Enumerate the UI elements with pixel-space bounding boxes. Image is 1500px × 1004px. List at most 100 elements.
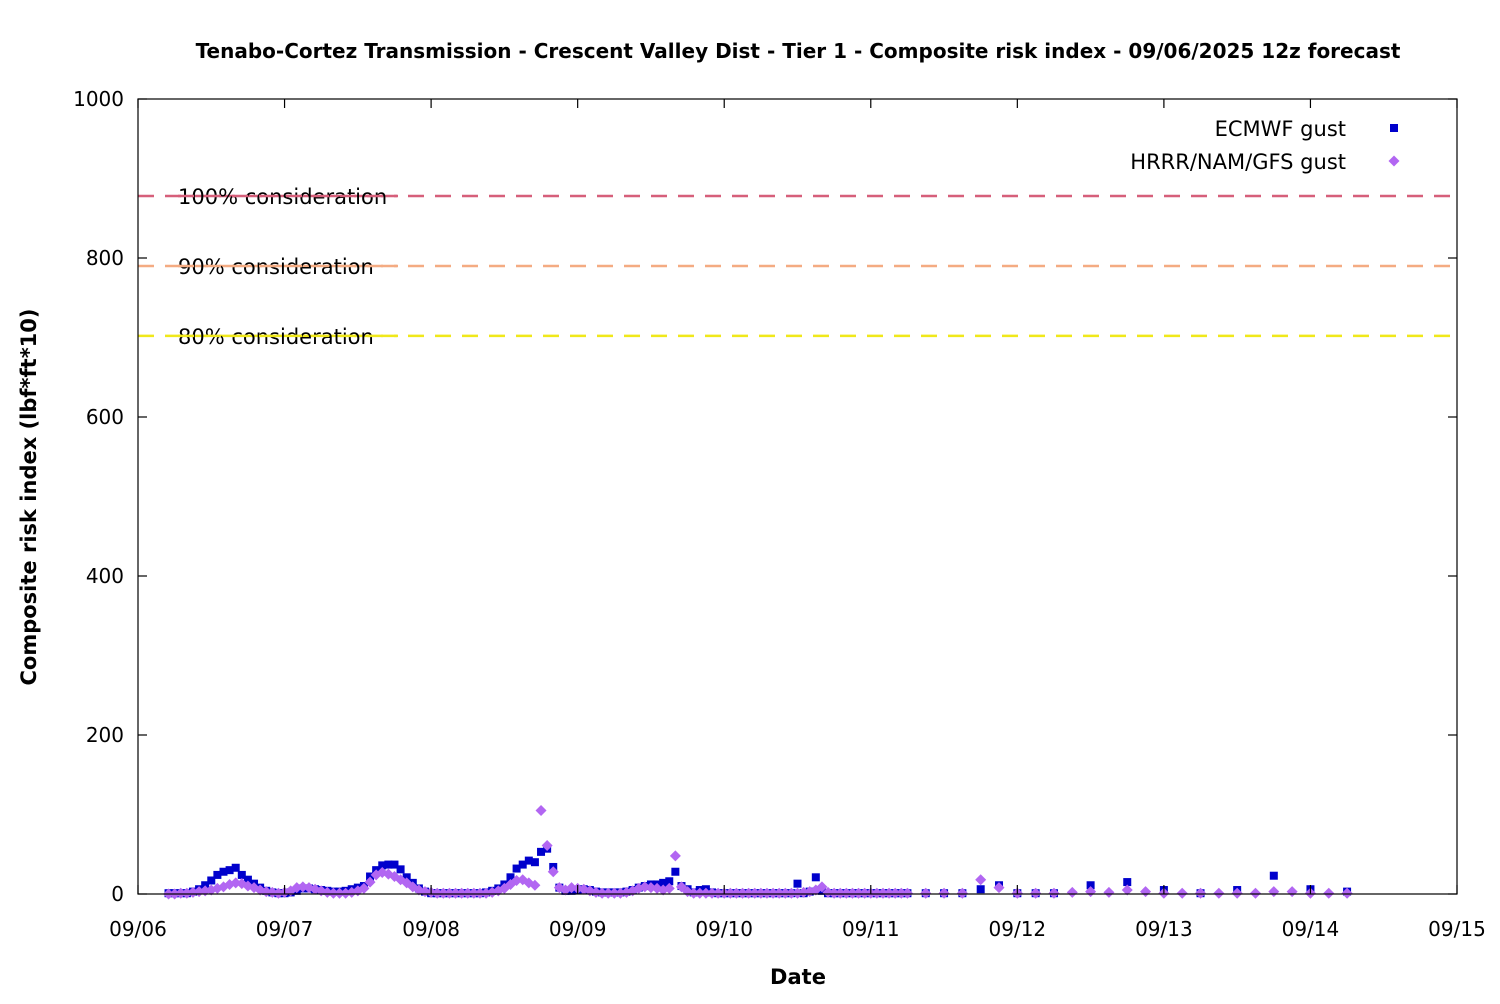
series-1-point-73 [608,887,620,899]
chart-title: Tenabo-Cortez Transmission - Crescent Va… [196,39,1401,63]
x-tick-label-4: 09/10 [695,917,753,941]
series-0-point-6 [201,881,210,890]
points-layer [163,805,1353,900]
series-1-point-130 [1066,886,1078,898]
y-tick-label-4: 800 [86,246,124,270]
series-0-point-38 [396,865,405,874]
series-1-point-144 [1323,887,1335,899]
series-1-point-61 [535,805,547,817]
series-1-point-98 [761,887,773,899]
series-0-point-8 [213,870,222,879]
series-1-point-48 [456,887,468,899]
series-1-point-118 [883,887,895,899]
series-1-point-72 [602,887,614,899]
series-1-point-141 [1268,886,1280,898]
series-0-point-82 [665,877,674,886]
series-0-point-60 [530,858,539,867]
x-tick-label-8: 09/14 [1282,917,1340,941]
series-0-point-131 [1123,878,1132,887]
series-1-point-49 [462,887,474,899]
series-1-point-117 [877,887,889,899]
series-1-point-126 [993,882,1005,894]
series-1-point-63 [547,866,559,878]
series-1-point-83 [669,850,681,862]
series-1-point-71 [596,887,608,899]
series-1-point-136 [1176,887,1188,899]
series-0-point-35 [378,861,387,870]
x-tick-label-0: 09/06 [109,917,167,941]
series-1-point-33 [364,876,376,888]
series-1-point-123 [938,887,950,899]
legend-marker-1 [1388,155,1400,167]
series-0-point-9 [219,867,228,876]
x-tick-label-9: 09/15 [1428,917,1486,941]
series-0-point-37 [390,860,399,869]
series-0-point-36 [384,860,393,869]
series-0-point-58 [518,860,527,869]
series-1-point-28 [334,887,346,899]
series-1-point-124 [956,887,968,899]
series-1-point-87 [694,887,706,899]
y-tick-label-0: 0 [111,882,124,906]
series-1-point-2 [175,887,187,899]
series-0-point-81 [659,878,668,887]
series-1-point-92 [724,887,736,899]
series-1-point-107 [816,881,828,893]
x-tick-label-2: 09/08 [402,917,460,941]
series-1-point-93 [730,887,742,899]
series-1-point-120 [895,887,907,899]
series-1-point-51 [474,887,486,899]
series-1-point-132 [1103,886,1115,898]
series-1-point-82 [663,882,675,894]
axes-layer: 0 200 400 600 800 1000 09/06 09/07 09/08 09/09 09/… [73,87,1486,941]
y-tick-label-5: 1000 [73,87,124,111]
series-1-point-89 [706,887,718,899]
series-1-point-86 [688,887,700,899]
series-1-point-97 [755,887,767,899]
series-1-point-45 [437,887,449,899]
legend-label-0: ECMWF gust [1215,117,1346,141]
series-0-point-59 [524,856,533,865]
series-0-point-56 [506,873,515,882]
series-0-point-83 [671,867,680,876]
x-tick-label-6: 09/12 [989,917,1047,941]
series-1-point-122 [920,887,932,899]
series-1-point-129 [1048,887,1060,899]
series-1-point-114 [859,887,871,899]
series-1-point-128 [1030,887,1042,899]
series-1-point-109 [828,887,840,899]
series-0-point-130 [1086,881,1095,890]
series-0-point-106 [811,873,820,882]
y-tick-label-1: 200 [86,723,124,747]
series-1-point-32 [358,882,370,894]
series-1-point-88 [700,887,712,899]
y-tick-label-2: 400 [86,564,124,588]
series-1-point-111 [840,887,852,899]
x-tick-label-5: 09/11 [842,917,900,941]
series-1-point-119 [889,887,901,899]
series-1-point-94 [737,887,749,899]
legend: ECMWF gust HRRR/NAM/GFS gust [1130,117,1400,174]
series-1-point-96 [749,887,761,899]
series-0-point-103 [793,879,802,888]
y-tick-label-3: 600 [86,405,124,429]
series-1-point-14 [248,882,260,894]
series-0-point-33 [366,872,375,881]
series-1-point-46 [443,887,455,899]
series-0-point-61 [537,847,546,856]
x-axis-title: Date [770,965,826,989]
legend-label-1: HRRR/NAM/GFS gust [1130,150,1346,174]
series-1-point-133 [1121,884,1133,896]
series-1-point-125 [975,874,987,886]
series-1-point-62 [541,840,553,852]
series-1-point-27 [327,887,339,899]
series-0-point-7 [207,876,216,885]
series-0-point-10 [225,866,234,875]
series-1-point-101 [779,887,791,899]
series-1-point-137 [1195,887,1207,899]
series-1-point-134 [1140,886,1152,898]
series-1-point-139 [1231,887,1243,899]
series-1-point-140 [1249,887,1261,899]
